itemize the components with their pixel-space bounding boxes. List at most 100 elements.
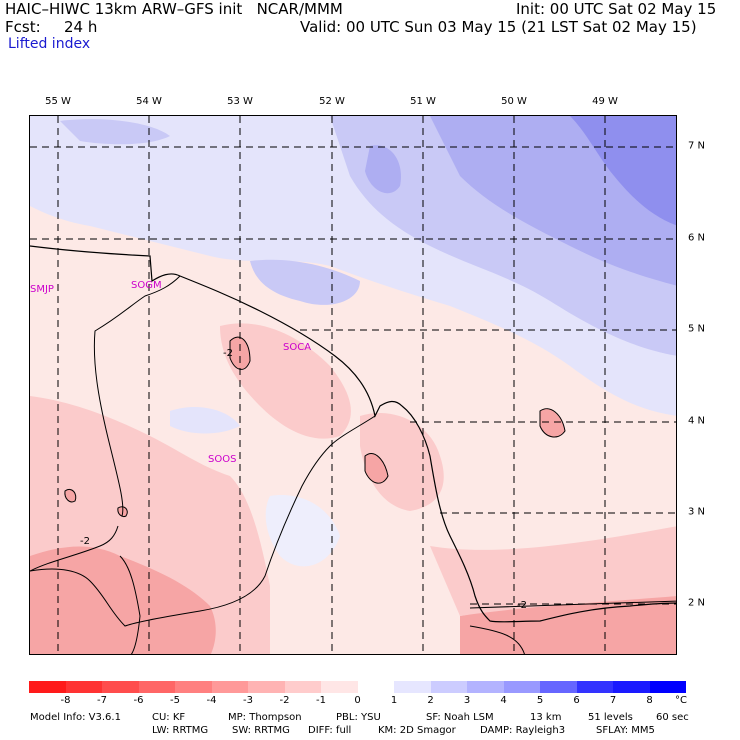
colorbar-cell-2 bbox=[102, 681, 139, 693]
map-field-svg bbox=[30, 116, 676, 654]
colorbar-cell-15 bbox=[576, 681, 613, 693]
colorbar-tick: -5 bbox=[170, 695, 180, 706]
colorbar-cell-16 bbox=[613, 681, 650, 693]
contour-label-center: -2 bbox=[223, 348, 233, 359]
colorbar-cell-5 bbox=[211, 681, 248, 693]
unstable-region-se-light bbox=[430, 526, 676, 616]
footer-km: KM: 2D Smagor bbox=[378, 725, 456, 736]
lat-label-7n: 7 N bbox=[688, 140, 706, 152]
field-name: Lifted index bbox=[8, 36, 91, 52]
colorbar-tick: 0 bbox=[354, 695, 361, 706]
stable-patch-west bbox=[250, 259, 360, 305]
contour-label-se: -2 bbox=[517, 600, 527, 611]
colorbar-tick: -7 bbox=[97, 695, 107, 706]
colorbar-tick: -4 bbox=[206, 695, 217, 706]
footer-cu: CU: KF bbox=[152, 712, 186, 723]
unstable-patch-center bbox=[220, 323, 351, 439]
footer-diff: DIFF: full bbox=[308, 725, 352, 736]
colorbar-tick: 8 bbox=[646, 695, 653, 706]
footer-damp: DAMP: Rayleigh3 bbox=[480, 725, 566, 736]
colorbar-tick: -1 bbox=[316, 695, 326, 706]
colorbar-tick: -8 bbox=[60, 695, 71, 706]
lat-label-3n: 3 N bbox=[688, 506, 706, 518]
lat-label-2n: 2 N bbox=[688, 597, 706, 609]
colorbar-cell-7 bbox=[284, 681, 321, 693]
unstable-core-2 bbox=[364, 453, 389, 484]
colorbar-cell-6 bbox=[248, 681, 285, 693]
colorbar bbox=[29, 681, 686, 693]
colorbar-cell-8 bbox=[321, 681, 358, 693]
amapa-river bbox=[469, 625, 525, 654]
footer-sf: SF: Noah LSM bbox=[426, 712, 494, 723]
unstable-core-1 bbox=[229, 336, 251, 370]
stable-patch-west2 bbox=[60, 119, 170, 145]
colorbar-unit: °C bbox=[675, 695, 687, 706]
footer-sw: SW: RRTMG bbox=[232, 725, 290, 736]
colorbar-cell-1 bbox=[65, 681, 102, 693]
unstable-core-3 bbox=[539, 408, 566, 438]
init-time: Init: 00 UTC Sat 02 May 15 bbox=[516, 0, 717, 18]
border-suriname-fg bbox=[93, 275, 181, 517]
footer-lw: LW: RRTMG bbox=[152, 725, 209, 736]
lifted-index-map: SMJP SOGM SOCA SOOS -2 -2 -2 bbox=[29, 115, 677, 655]
colorbar-tick: 6 bbox=[573, 695, 580, 706]
valid-time: Valid: 00 UTC Sun 03 May 15 (21 LST Sat … bbox=[300, 18, 697, 36]
stable-patch-inner bbox=[365, 145, 401, 194]
lon-label-50w: 50 W bbox=[501, 96, 527, 107]
stable-region-blue-dark bbox=[570, 116, 676, 226]
colorbar-cell-14 bbox=[540, 681, 577, 693]
colorbar-cell-12 bbox=[467, 681, 504, 693]
colorbar-cell-4 bbox=[175, 681, 212, 693]
border-south bbox=[119, 555, 141, 654]
unstable-core-4 bbox=[64, 488, 77, 503]
station-smjp: SMJP bbox=[30, 284, 54, 295]
contour-sw bbox=[30, 525, 119, 572]
footer-model-info: Model Info: V3.6.1 bbox=[30, 712, 121, 723]
lon-label-54w: 54 W bbox=[136, 96, 162, 107]
unstable-region-red bbox=[30, 546, 216, 654]
colorbar-tick: 4 bbox=[500, 695, 507, 706]
colorbar-tick: 7 bbox=[609, 695, 617, 706]
model-title: HAIC–HIWC 13km ARW–GFS init NCAR/MMM bbox=[5, 0, 343, 18]
colorbar-tick: 3 bbox=[463, 695, 471, 706]
forecast-label: Fcst: bbox=[5, 18, 41, 36]
forecast-hour: 24 h bbox=[64, 18, 98, 36]
colorbar-tick: -3 bbox=[243, 695, 253, 706]
lat-label-6n: 6 N bbox=[688, 232, 706, 244]
station-soca: SOCA bbox=[283, 342, 312, 353]
contour-label-sw: -2 bbox=[80, 536, 90, 547]
lon-label-53w: 53 W bbox=[227, 96, 253, 107]
lat-label-4n: 4 N bbox=[688, 415, 706, 427]
lon-label-52w: 52 W bbox=[319, 96, 345, 107]
contour-se bbox=[469, 600, 676, 609]
unstable-patch-coast bbox=[360, 412, 444, 511]
colorbar-cell-0 bbox=[29, 681, 66, 693]
station-soos: SOOS bbox=[208, 454, 237, 465]
footer-pbl: PBL: YSU bbox=[336, 712, 381, 723]
colorbar-cell-13 bbox=[503, 681, 540, 693]
lat-label-5n: 5 N bbox=[688, 323, 706, 335]
lon-label-49w: 49 W bbox=[592, 96, 618, 107]
footer-levels: 51 levels bbox=[588, 712, 633, 723]
stable-patch-south bbox=[265, 495, 340, 567]
colorbar-tick: 1 bbox=[390, 695, 398, 706]
colorbar-cell-10 bbox=[394, 681, 431, 693]
lon-label-51w: 51 W bbox=[410, 96, 436, 107]
lon-label-55w: 55 W bbox=[45, 96, 71, 107]
colorbar-tick: -6 bbox=[133, 695, 144, 706]
colorbar-cell-3 bbox=[138, 681, 175, 693]
colorbar-tick: 2 bbox=[427, 695, 434, 706]
coastline bbox=[30, 245, 676, 623]
footer-sflay: SFLAY: MM5 bbox=[596, 725, 655, 736]
colorbar-cell-9 bbox=[357, 681, 394, 693]
station-sogm: SOGM bbox=[131, 280, 162, 291]
footer-mp: MP: Thompson bbox=[228, 712, 302, 723]
stable-patch-land bbox=[170, 406, 240, 434]
graticule bbox=[30, 116, 676, 654]
colorbar-cell-11 bbox=[430, 681, 467, 693]
colorbar-cell-17 bbox=[649, 681, 686, 693]
colorbar-tick: -2 bbox=[279, 695, 290, 706]
footer-timestep: 60 sec bbox=[656, 712, 689, 723]
colorbar-tick: 5 bbox=[536, 695, 544, 706]
footer-resolution: 13 km bbox=[530, 712, 562, 723]
